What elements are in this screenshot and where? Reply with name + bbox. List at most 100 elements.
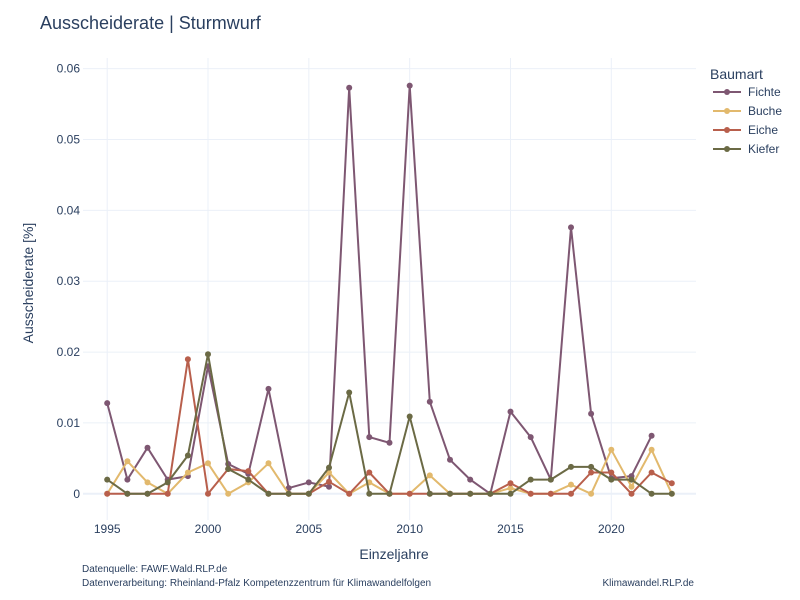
y-tick-label: 0.06	[57, 62, 81, 76]
data-point-eiche	[568, 490, 574, 497]
x-axis-title: Einzeljahre	[359, 546, 428, 562]
chart-title: Ausscheiderate | Sturmwurf	[40, 13, 262, 33]
data-point-kiefer	[406, 413, 413, 420]
x-tick-label: 2020	[598, 522, 625, 536]
data-point-kiefer	[305, 490, 312, 497]
legend-label-eiche: Eiche	[748, 123, 778, 137]
data-point-kiefer	[326, 464, 332, 471]
data-point-kiefer	[447, 490, 453, 497]
data-point-kiefer	[507, 490, 514, 497]
data-point-buche	[144, 479, 151, 486]
data-point-buche	[568, 481, 574, 488]
data-point-eiche	[346, 490, 353, 497]
legend: Baumart Fichte Buche Eiche Kiefer	[710, 66, 782, 156]
data-point-eiche	[366, 469, 373, 476]
data-point-kiefer	[628, 476, 635, 483]
data-point-eiche	[527, 490, 534, 497]
x-tick-label: 1995	[94, 522, 121, 536]
data-point-fichte	[648, 432, 655, 439]
data-point-eiche	[205, 490, 211, 497]
data-point-eiche	[608, 469, 615, 476]
data-point-kiefer	[668, 490, 675, 497]
data-point-buche	[265, 460, 272, 467]
data-point-kiefer	[547, 476, 554, 483]
data-point-fichte	[104, 400, 111, 407]
data-point-fichte	[406, 82, 413, 89]
data-point-kiefer	[467, 490, 474, 497]
data-point-buche	[588, 490, 595, 497]
data-point-buche	[205, 460, 211, 467]
data-point-buche	[225, 490, 232, 497]
data-point-kiefer	[144, 490, 151, 497]
data-point-kiefer	[164, 479, 171, 486]
legend-label-fichte: Fichte	[748, 85, 781, 99]
data-point-kiefer	[426, 490, 433, 497]
data-point-kiefer	[124, 490, 131, 497]
data-point-eiche	[104, 490, 111, 497]
grid	[83, 58, 696, 520]
data-point-kiefer	[608, 476, 615, 483]
x-tick-label: 2015	[497, 522, 524, 536]
y-axis: 0 0.01 0.02 0.03 0.04 0.05 0.06	[57, 62, 81, 501]
y-tick-label: 0.01	[57, 416, 81, 430]
data-point-kiefer	[245, 476, 252, 483]
y-tick-label: 0	[73, 487, 80, 501]
data-point-fichte	[366, 434, 373, 441]
y-tick-label: 0.02	[57, 345, 81, 359]
data-point-fichte	[285, 485, 292, 492]
data-point-fichte	[326, 483, 332, 490]
x-tick-label: 2000	[195, 522, 222, 536]
x-tick-label: 2005	[295, 522, 322, 536]
data-point-kiefer	[588, 463, 595, 470]
data-point-fichte	[568, 224, 574, 231]
data-point-buche	[184, 469, 191, 476]
data-point-fichte	[144, 444, 151, 451]
x-axis: 1995 2000 2005 2010 2015 2020	[94, 522, 625, 536]
data-point-kiefer	[225, 466, 232, 472]
legend-label-buche: Buche	[748, 104, 782, 118]
data-point-buche	[608, 446, 615, 453]
legend-swatch-marker	[724, 108, 730, 114]
legend-swatch-marker	[724, 127, 730, 133]
data-point-kiefer	[487, 490, 494, 497]
y-tick-label: 0.04	[57, 203, 81, 217]
legend-title: Baumart	[710, 66, 763, 82]
footer-brand: Klimawandel.RLP.de	[602, 578, 694, 589]
data-point-kiefer	[568, 463, 574, 470]
data-point-eiche	[406, 490, 413, 497]
footer-processing: Datenverarbeitung: Rheinland-Pfalz Kompe…	[82, 578, 431, 589]
data-point-eiche	[245, 468, 252, 475]
data-point-kiefer	[184, 452, 191, 459]
data-point-eiche	[547, 490, 554, 497]
data-point-eiche	[628, 490, 635, 497]
data-point-buche	[124, 458, 131, 465]
data-point-kiefer	[205, 351, 211, 358]
legend-swatch-marker	[724, 89, 730, 95]
data-point-fichte	[426, 398, 433, 405]
data-point-fichte	[265, 385, 272, 392]
data-point-eiche	[648, 469, 655, 476]
y-tick-label: 0.05	[57, 132, 81, 146]
data-point-kiefer	[346, 389, 353, 396]
data-point-kiefer	[386, 490, 393, 497]
data-point-eiche	[507, 480, 514, 487]
data-point-kiefer	[104, 476, 111, 483]
data-point-fichte	[447, 456, 453, 463]
data-point-fichte	[527, 434, 534, 441]
data-point-fichte	[507, 408, 514, 415]
data-point-eiche	[184, 356, 191, 363]
data-point-fichte	[386, 439, 393, 446]
data-point-kiefer	[648, 490, 655, 497]
data-point-buche	[648, 446, 655, 453]
data-point-fichte	[124, 476, 131, 483]
data-point-kiefer	[265, 490, 272, 497]
plot-area	[104, 82, 675, 497]
x-tick-label: 2010	[396, 522, 423, 536]
y-axis-title: Ausscheiderate [%]	[20, 223, 36, 344]
data-point-fichte	[467, 476, 474, 483]
data-point-buche	[507, 485, 514, 492]
data-point-buche	[426, 472, 433, 479]
data-point-kiefer	[285, 490, 292, 497]
data-point-kiefer	[366, 490, 373, 497]
